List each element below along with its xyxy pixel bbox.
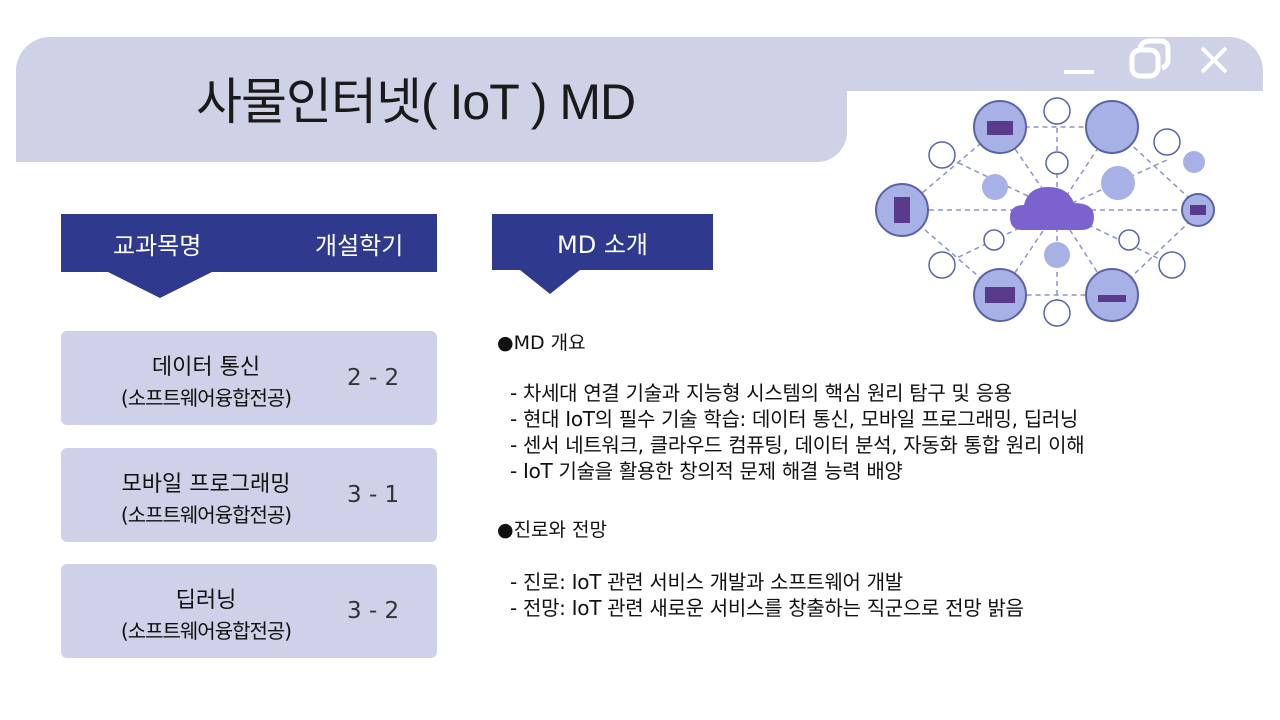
car-icon (982, 174, 1008, 200)
course-card: 모바일 프로그래밍 (소프트웨어융합전공) 3 - 1 (61, 448, 437, 542)
md-intro-label: MD 소개 (557, 230, 648, 259)
md-header-arrow (520, 270, 580, 294)
lock-icon (1043, 97, 1071, 125)
home-icon (1044, 242, 1070, 268)
course-card: 데이터 통신 (소프트웨어융합전공) 2 - 2 (61, 331, 437, 425)
career-item: - 전망: IoT 관련 새로운 서비스를 창출하는 직군으로 전망 밝음 (510, 596, 1024, 620)
restore-icon[interactable] (1129, 38, 1171, 79)
md-intro-header: MD 소개 (492, 214, 713, 270)
title-band (16, 37, 1263, 91)
course-table-header: 교과목명 개설학기 (61, 214, 437, 272)
course-name-label: 교과목명 (113, 231, 202, 260)
course-name: 데이터 통신 (151, 355, 261, 380)
search-icon (1118, 229, 1140, 251)
gears-icon (1043, 299, 1071, 327)
iot-network-illustration (875, 97, 1215, 327)
overview-item: - IoT 기술을 활용한 창의적 문제 해결 능력 배양 (510, 459, 903, 483)
overview-item: - 현대 IoT의 필수 기술 학습: 데이터 통신, 모바일 프로그래밍, 딥… (510, 407, 1078, 431)
headphones-icon (1101, 166, 1135, 200)
course-dept: (소프트웨어융합전공) (120, 619, 292, 643)
overview-heading: ●MD 개요 (497, 332, 586, 354)
watch-icon (1183, 151, 1205, 173)
course-dept: (소프트웨어융합전공) (120, 386, 292, 410)
course-header-arrow (108, 272, 212, 298)
plane-icon (1045, 151, 1069, 175)
mail-icon (1158, 251, 1186, 279)
close-icon[interactable] (1200, 46, 1228, 74)
page-title: 사물인터넷( IoT ) MD (196, 74, 636, 130)
cloud-icon (1010, 187, 1094, 230)
course-semester: 2 - 2 (347, 365, 400, 391)
semester-label: 개설학기 (315, 231, 404, 260)
cloud-upload-icon (1085, 100, 1139, 154)
title-band-lower (16, 90, 847, 162)
overview-item: - 차세대 연결 기술과 지능형 시스템의 핵심 원리 탐구 및 응용 (510, 381, 1012, 405)
location-icon (928, 251, 956, 279)
course-name: 딥러닝 (175, 588, 237, 613)
course-name: 모바일 프로그래밍 (121, 472, 291, 497)
window-controls (1064, 38, 1228, 79)
career-heading: ●진로와 전망 (497, 519, 608, 541)
course-semester: 3 - 1 (347, 482, 400, 508)
minimize-icon[interactable] (1064, 70, 1094, 74)
course-dept: (소프트웨어융합전공) (120, 503, 292, 527)
chat-icon (1153, 128, 1181, 156)
career-item: - 진로: IoT 관련 서비스 개발과 소프트웨어 개발 (510, 570, 903, 594)
overview-item: - 센서 네트워크, 클라우드 컴퓨팅, 데이터 분석, 자동화 통합 원리 이… (510, 433, 1085, 457)
course-semester: 3 - 2 (347, 598, 400, 624)
course-card: 딥러닝 (소프트웨어융합전공) 3 - 2 (61, 564, 437, 658)
share-icon (928, 141, 956, 169)
globe-icon (983, 229, 1005, 251)
